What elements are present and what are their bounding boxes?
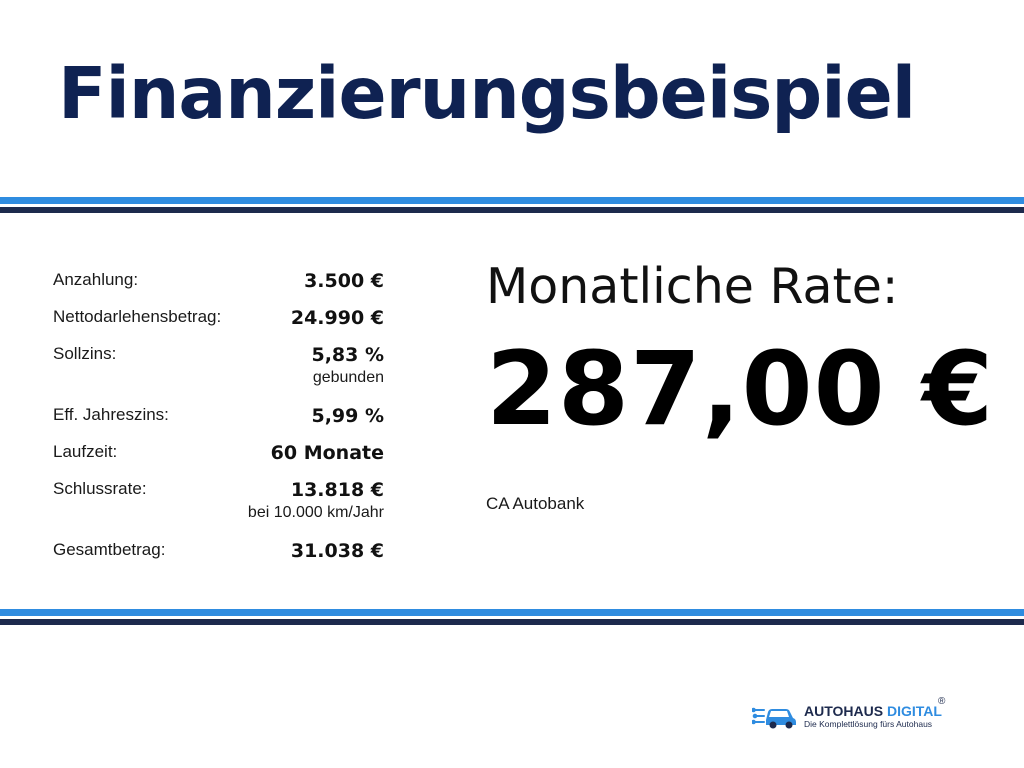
detail-value: 24.990 € <box>290 307 384 329</box>
detail-label: Gesamtbetrag: <box>53 540 166 559</box>
autohaus-digital-logo: AUTOHAUS DIGITAL Die Komplettlösung fürs… <box>752 696 952 738</box>
detail-value: 5,99 % <box>311 405 384 427</box>
detail-label: Laufzeit: <box>53 442 118 461</box>
bottom-divider <box>0 609 1024 625</box>
detail-row-gesamtbetrag: Gesamtbetrag: 31.038 € <box>53 538 384 575</box>
logo-wordmark: AUTOHAUS DIGITAL <box>804 703 942 719</box>
detail-label: Schlussrate: <box>53 479 147 498</box>
detail-row-schlussrate: Schlussrate: 13.818 € bei 10.000 km/Jahr <box>53 477 384 538</box>
monthly-rate-value: 287,00 € <box>486 330 995 449</box>
detail-label: Nettodarlehensbetrag: <box>53 307 222 326</box>
car-circuit-icon <box>752 707 796 729</box>
detail-value: 5,83 % <box>311 344 384 366</box>
detail-value: 31.038 € <box>290 540 384 562</box>
registered-mark: ® <box>938 696 946 707</box>
detail-label: Anzahlung: <box>53 270 139 289</box>
top-divider <box>0 197 1024 213</box>
detail-label: Sollzins: <box>53 344 117 363</box>
detail-row-anzahlung: Anzahlung: 3.500 € <box>53 268 384 305</box>
detail-note: gebunden <box>312 369 384 386</box>
monthly-rate-label: Monatliche Rate: <box>486 258 899 315</box>
detail-row-laufzeit: Laufzeit: 60 Monate <box>53 440 384 477</box>
detail-label: Eff. Jahreszins: <box>53 405 169 424</box>
detail-value: 3.500 € <box>304 270 384 292</box>
detail-value: 60 Monate <box>270 442 384 464</box>
page-title: Finanzierungsbeispiel <box>58 52 916 135</box>
bank-name: CA Autobank <box>486 494 585 513</box>
detail-row-nettodarlehensbetrag: Nettodarlehensbetrag: 24.990 € <box>53 305 384 342</box>
detail-row-eff-jahreszins: Eff. Jahreszins: 5,99 % <box>53 403 384 440</box>
detail-value: 13.818 € <box>290 479 384 501</box>
detail-row-sollzins: Sollzins: 5,83 % gebunden <box>53 342 384 403</box>
financing-details: Anzahlung: 3.500 € Nettodarlehensbetrag:… <box>53 268 384 575</box>
detail-note: bei 10.000 km/Jahr <box>247 504 384 521</box>
logo-tagline: Die Komplettlösung fürs Autohaus <box>804 719 933 729</box>
